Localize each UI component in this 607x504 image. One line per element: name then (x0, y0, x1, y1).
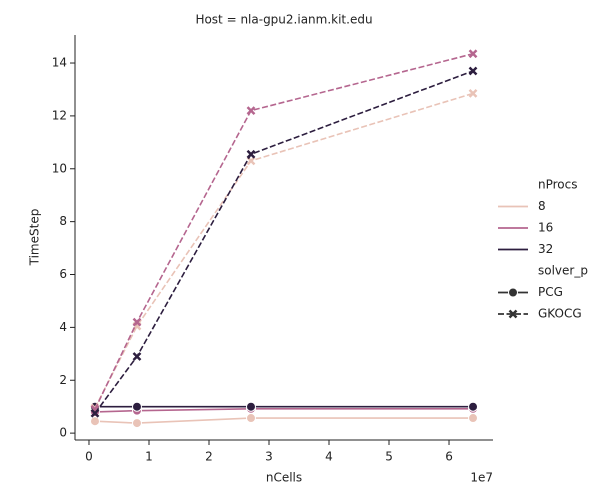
y-tick-label: 14 (52, 56, 67, 70)
series-line (94, 417, 474, 424)
x-offset-label: 1e7 (470, 471, 493, 485)
chart-title: Host = nla-gpu2.ianm.kit.edu (195, 13, 372, 27)
marker (89, 416, 100, 427)
y-tick-label: 2 (59, 373, 67, 387)
legend-label: 32 (538, 242, 553, 256)
y-tick-label: 12 (52, 108, 67, 122)
y-axis-label: TimeStep (28, 209, 42, 267)
series-line (94, 408, 474, 413)
legend-label: PCG (538, 285, 563, 299)
marker (468, 89, 478, 98)
y-tick-label: 6 (59, 267, 67, 281)
marker (132, 317, 142, 327)
legend-title: nProcs (538, 178, 578, 192)
legend-label: 16 (538, 221, 553, 235)
marker (508, 309, 518, 319)
x-tick-label: 4 (325, 450, 333, 464)
x-tick-label: 0 (85, 450, 93, 464)
marker (468, 413, 479, 424)
marker (245, 413, 256, 424)
marker (468, 66, 478, 76)
marker (90, 408, 100, 418)
x-tick-label: 5 (385, 450, 393, 464)
legend-label: 8 (538, 199, 546, 213)
marker (508, 287, 518, 298)
x-tick-label: 1 (145, 450, 153, 464)
x-tick-label: 6 (445, 450, 453, 464)
marker (132, 352, 142, 361)
legend-label: GKOCG (538, 307, 582, 321)
x-axis-label: nCells (266, 471, 302, 485)
y-tick-label: 0 (59, 426, 67, 440)
marker (246, 149, 256, 159)
series-line (94, 92, 474, 409)
marker (245, 401, 256, 412)
series-line (94, 70, 474, 414)
marker (468, 401, 479, 412)
y-tick-label: 8 (59, 214, 67, 228)
x-tick-label: 3 (265, 450, 273, 464)
y-tick-label: 4 (59, 320, 67, 334)
legend-title: solver_p (538, 264, 588, 278)
marker (131, 401, 142, 412)
marker (468, 49, 478, 59)
marker (246, 106, 256, 115)
marker (131, 418, 142, 429)
series-line (94, 52, 474, 410)
y-tick-label: 10 (52, 161, 67, 175)
x-tick-label: 2 (205, 450, 213, 464)
